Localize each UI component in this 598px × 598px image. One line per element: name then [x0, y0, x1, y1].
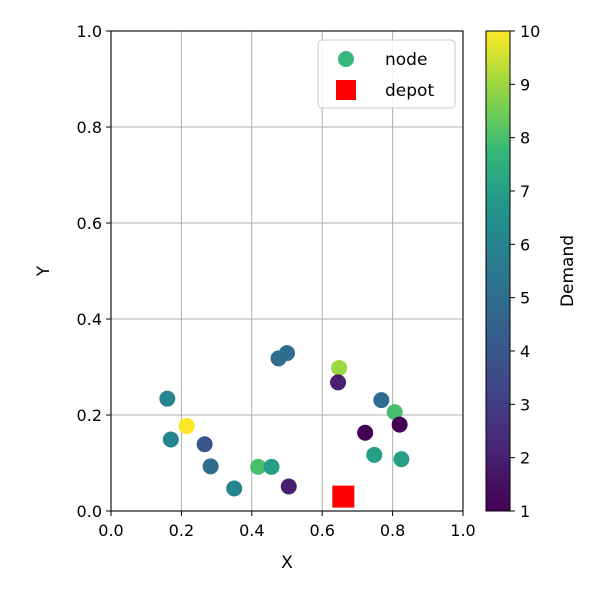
x-tick-label: 1.0	[450, 521, 475, 540]
y-tick-label: 0.2	[77, 406, 102, 425]
y-tick-label: 0.4	[77, 310, 102, 329]
colorbar-tick-label: 2	[520, 449, 530, 468]
node-point	[280, 478, 297, 495]
node-point	[250, 458, 267, 475]
colorbar: 1 2 3 4 5 6 7 8 9 10 Demand	[485, 22, 578, 521]
node-point	[162, 431, 179, 448]
node-point	[226, 480, 243, 497]
x-axis-label: X	[281, 553, 293, 573]
colorbar-gradient	[485, 30, 511, 512]
node-point	[330, 374, 347, 391]
x-tick-label: 0.6	[309, 521, 334, 540]
node-point	[386, 404, 403, 421]
colorbar-tick-label: 6	[520, 235, 530, 254]
colorbar-tick-label: 7	[520, 182, 530, 201]
legend-node-marker	[338, 51, 354, 67]
colorbar-tick-label: 5	[520, 289, 530, 308]
node-point	[279, 345, 295, 362]
legend-node-label: node	[385, 50, 427, 70]
x-tick-label: 0.2	[169, 521, 194, 540]
node-point	[357, 424, 374, 441]
legend: node depot	[317, 39, 456, 109]
node-point	[178, 418, 195, 435]
x-tick-label: 0.4	[239, 521, 264, 540]
x-axis-ticks: 0.0 0.2 0.4 0.6 0.8 1.0	[98, 511, 476, 540]
node-point	[202, 458, 219, 475]
x-tick-label: 0.0	[98, 521, 123, 540]
node-point	[373, 392, 390, 409]
y-tick-label: 0.6	[77, 214, 102, 233]
legend-depot-label: depot	[385, 81, 434, 101]
y-tick-label: 0.0	[77, 502, 102, 521]
node-point	[366, 446, 383, 463]
plot-frame	[110, 30, 464, 512]
y-tick-label: 0.8	[77, 118, 102, 137]
node-point	[393, 451, 410, 468]
colorbar-ticks: 1 2 3 4 5 6 7 8 9 10	[510, 22, 540, 521]
y-tick-label: 1.0	[77, 22, 102, 41]
x-tick-label: 0.8	[380, 521, 405, 540]
data-points	[159, 345, 410, 508]
y-axis-label: Y	[34, 265, 54, 277]
node-point	[391, 416, 408, 433]
node-point	[331, 359, 348, 376]
colorbar-tick-label: 9	[520, 75, 530, 94]
colorbar-tick-label: 3	[520, 395, 530, 414]
depot-marker	[332, 485, 355, 508]
y-axis-ticks: 0.0 0.2 0.4 0.6 0.8 1.0	[77, 22, 111, 521]
node-point	[263, 458, 280, 475]
colorbar-tick-label: 10	[520, 22, 540, 41]
colorbar-tick-label: 1	[520, 502, 530, 521]
node-point	[196, 436, 213, 453]
colorbar-tick-label: 8	[520, 129, 530, 148]
legend-depot-marker	[336, 80, 356, 100]
colorbar-tick-label: 4	[520, 342, 530, 361]
colorbar-label: Demand	[558, 235, 578, 307]
node-point	[159, 390, 176, 407]
